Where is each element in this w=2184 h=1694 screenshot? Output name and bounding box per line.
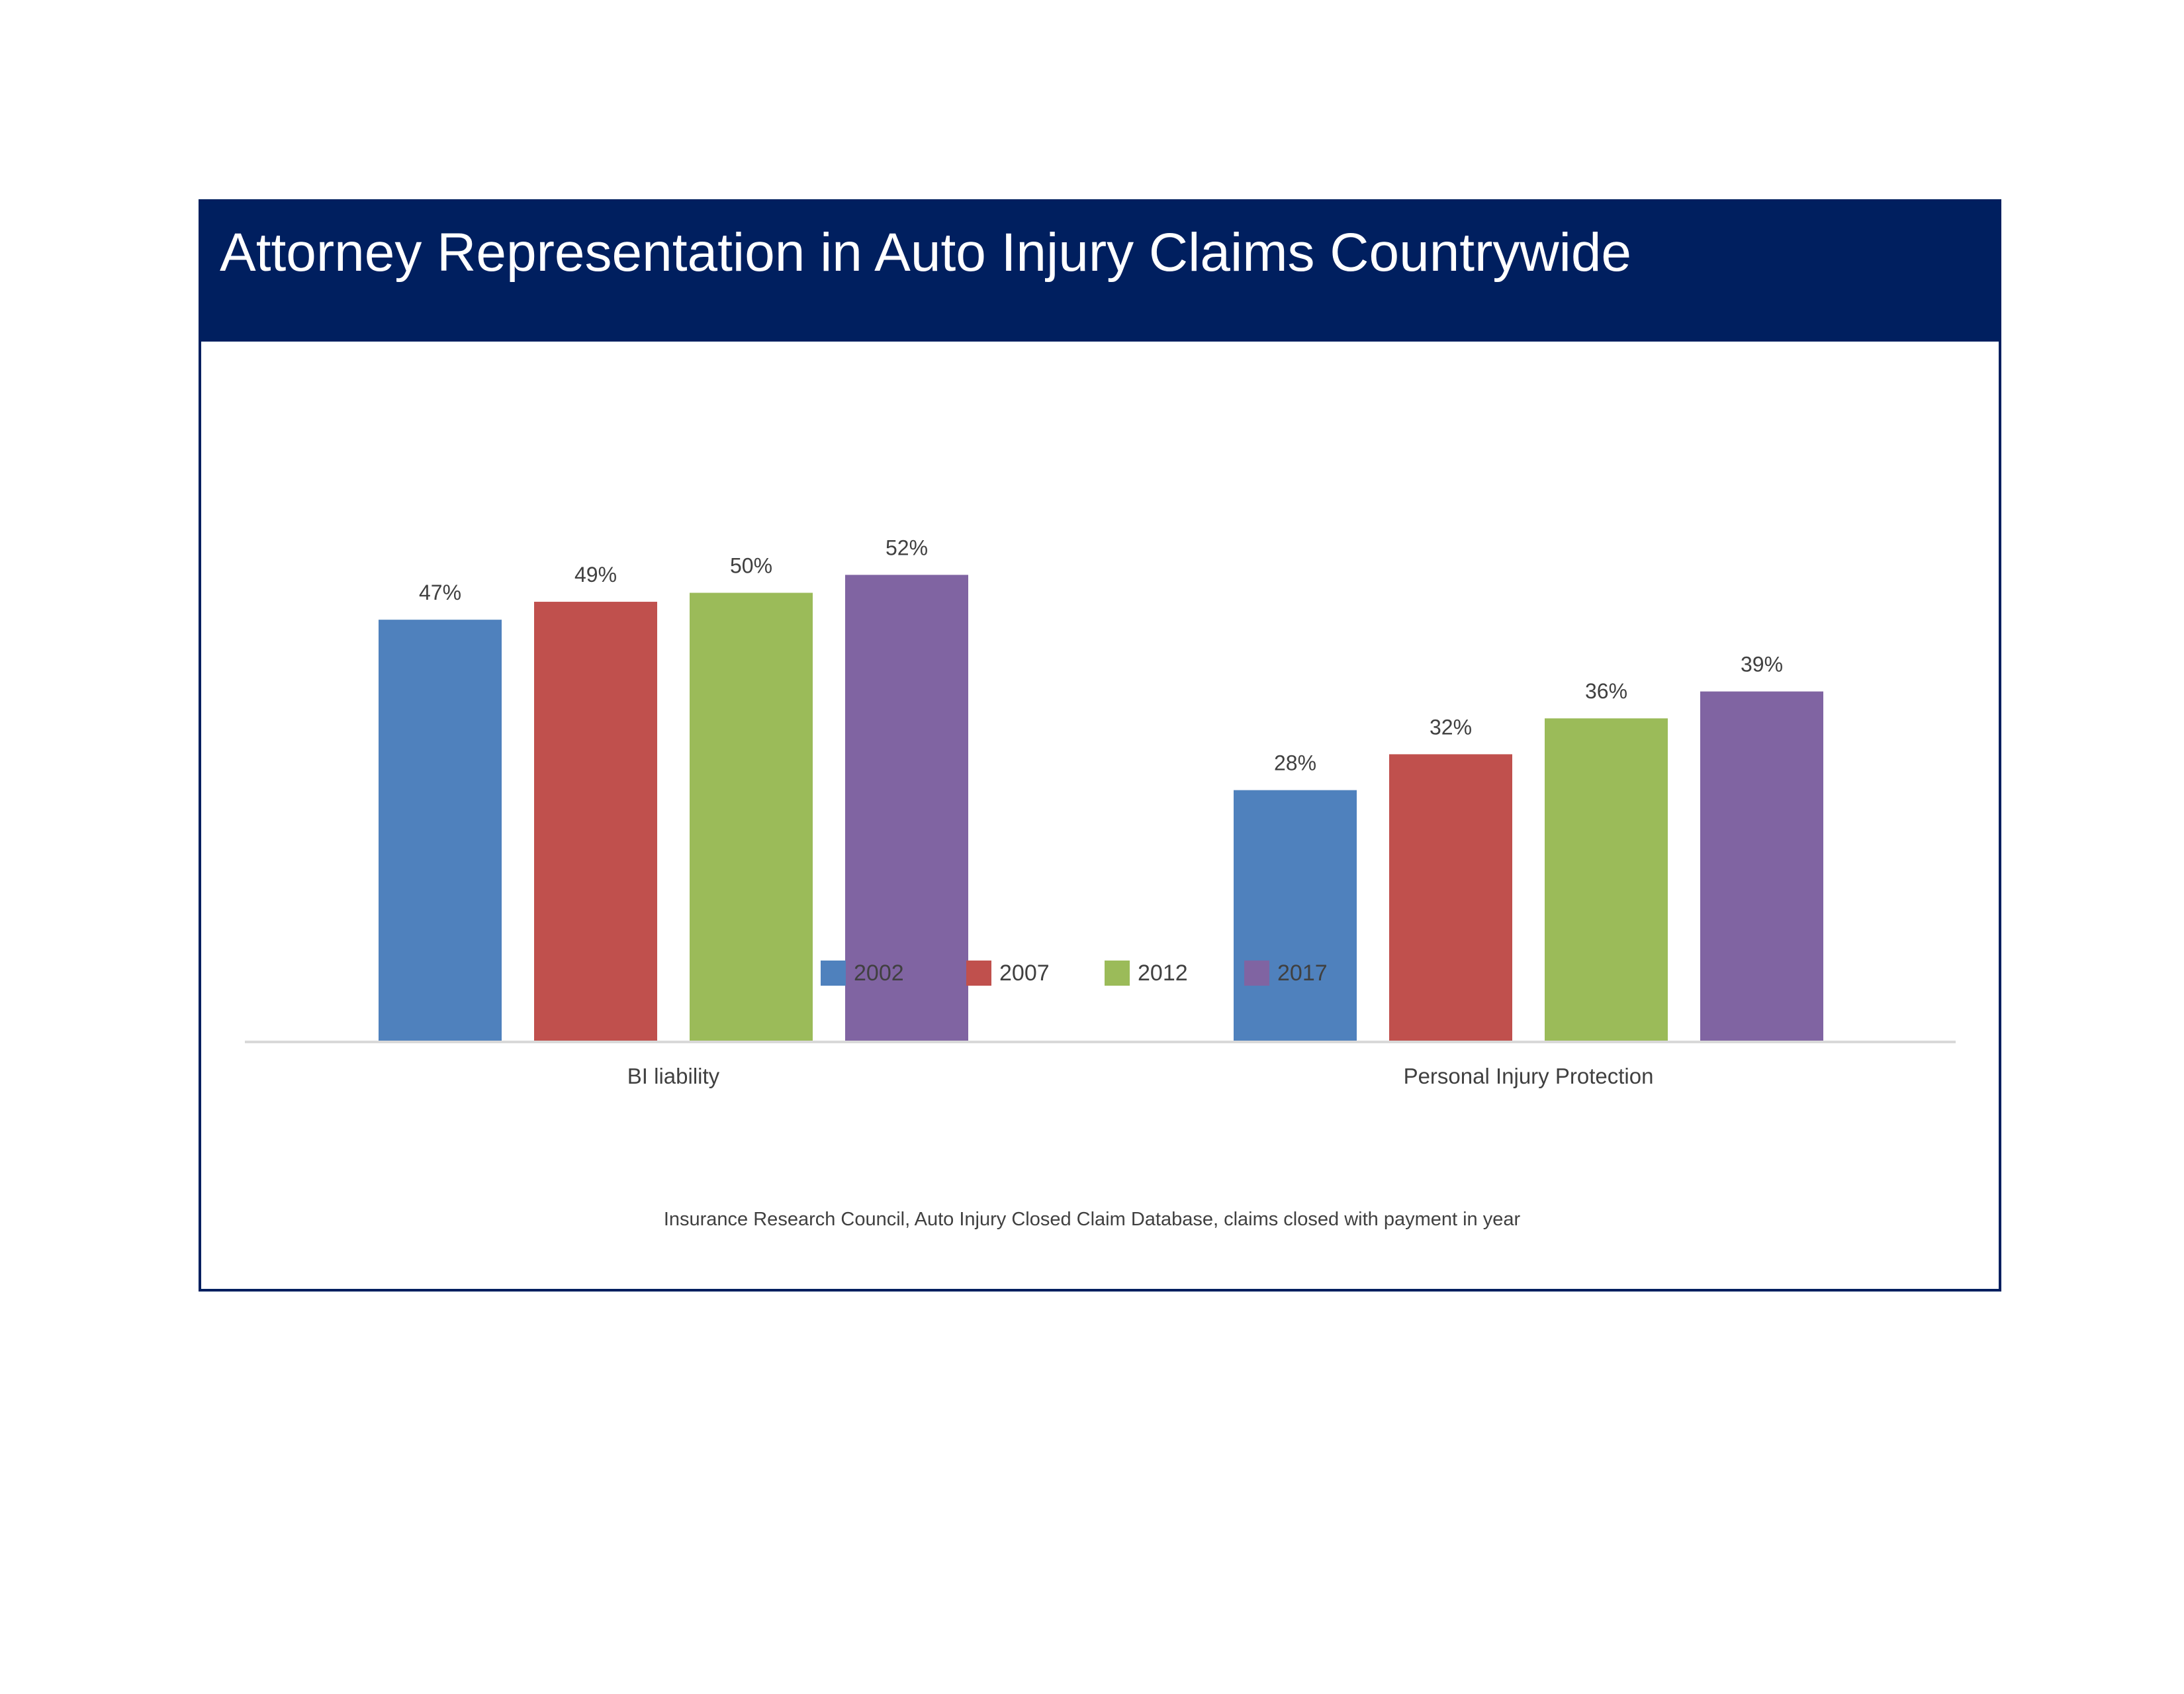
legend-swatch-2012 bbox=[1105, 961, 1130, 986]
category-label-pip: Personal Injury Protection bbox=[1404, 1064, 1654, 1088]
legend-swatch-2007 bbox=[966, 961, 991, 986]
bar-2012-bi-liability bbox=[690, 592, 813, 1041]
chart-title: Attorney Representation in Auto Injury C… bbox=[220, 222, 1632, 283]
bar-2002-bi-liability bbox=[379, 620, 502, 1041]
legend-label-2002: 2002 bbox=[854, 960, 904, 986]
legend-item-2017: 2017 bbox=[1244, 953, 1328, 993]
legend-swatch-2002 bbox=[821, 961, 846, 986]
legend-item-2012: 2012 bbox=[1105, 953, 1188, 993]
bar-2017-bi-liability bbox=[845, 575, 968, 1041]
data-label-2002-pip: 28% bbox=[1274, 751, 1316, 775]
bar-2007-bi-liability bbox=[534, 602, 657, 1041]
legend-swatch-2017 bbox=[1244, 961, 1269, 986]
data-label-2002-bi-liability: 47% bbox=[419, 581, 461, 604]
legend-label-2007: 2007 bbox=[999, 960, 1050, 986]
title-bar: Attorney Representation in Auto Injury C… bbox=[201, 202, 1999, 342]
category-label-bi-liability: BI liability bbox=[627, 1064, 720, 1088]
bar-2007-pip bbox=[1389, 754, 1512, 1041]
data-label-2007-bi-liability: 49% bbox=[574, 563, 617, 587]
data-label-2007-pip: 32% bbox=[1430, 715, 1472, 739]
data-label-2012-pip: 36% bbox=[1585, 679, 1627, 703]
data-label-2017-pip: 39% bbox=[1741, 653, 1783, 677]
legend-item-2007: 2007 bbox=[966, 953, 1050, 993]
bar-2012-pip bbox=[1545, 718, 1668, 1041]
legend-label-2017: 2017 bbox=[1277, 960, 1328, 986]
bar-2002-pip bbox=[1234, 790, 1357, 1041]
legend-label-2012: 2012 bbox=[1138, 960, 1188, 986]
data-label-2012-bi-liability: 50% bbox=[730, 554, 772, 578]
source-note: Insurance Research Council, Auto Injury … bbox=[663, 1209, 1521, 1230]
bar-2017-pip bbox=[1700, 691, 1823, 1041]
legend-item-2002: 2002 bbox=[821, 953, 904, 993]
chart-legend: 2002 2007 2012 2017 bbox=[0, 953, 2184, 993]
data-label-2017-bi-liability: 52% bbox=[886, 536, 928, 559]
